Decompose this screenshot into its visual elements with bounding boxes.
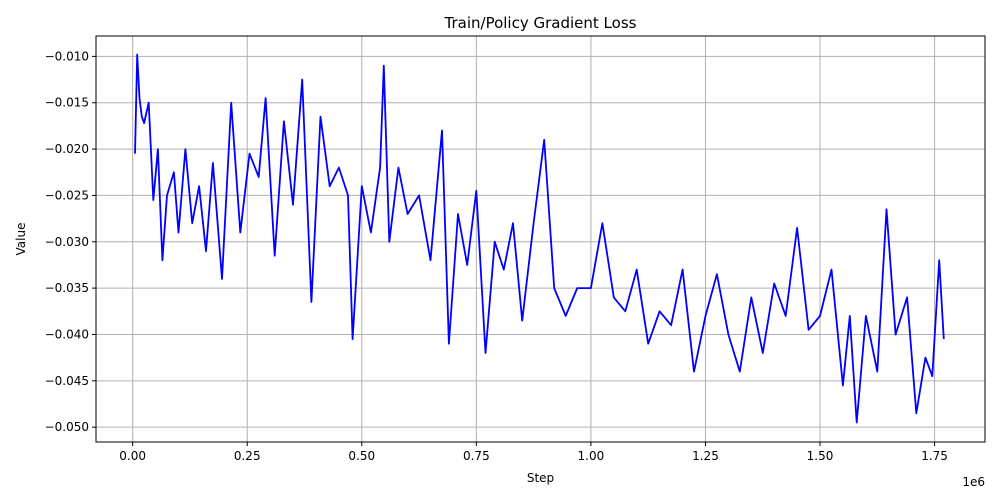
y-axis-label: Value bbox=[14, 223, 28, 256]
x-tick-label: 1.00 bbox=[578, 449, 605, 463]
y-tick-label: −0.010 bbox=[45, 49, 89, 63]
chart-title: Train/Policy Gradient Loss bbox=[444, 14, 637, 32]
y-tick-label: −0.045 bbox=[45, 374, 89, 388]
x-tick-label: 1.50 bbox=[807, 449, 834, 463]
x-tick-label: 1.25 bbox=[692, 449, 719, 463]
axis-ticks: 0.00 0.25 0.50 0.75 1.00 1.25 1.50 1.75 −0.050 −0… bbox=[45, 49, 948, 463]
x-axis-label: Step bbox=[527, 471, 554, 485]
y-tick-label: −0.025 bbox=[45, 188, 89, 202]
y-tick-label: −0.020 bbox=[45, 142, 89, 156]
x-axis-offset-label: 1e6 bbox=[962, 475, 985, 489]
y-tick-label: −0.035 bbox=[45, 281, 89, 295]
data-series bbox=[134, 53, 945, 424]
y-tick-label: −0.015 bbox=[45, 96, 89, 110]
grid-lines bbox=[96, 36, 985, 442]
y-tick-label: −0.040 bbox=[45, 327, 89, 341]
x-tick-label: 1.75 bbox=[921, 449, 948, 463]
series-line bbox=[134, 53, 945, 424]
y-tick-label: −0.050 bbox=[45, 420, 89, 434]
x-tick-label: 0.00 bbox=[119, 449, 146, 463]
x-tick-label: 0.25 bbox=[234, 449, 261, 463]
x-tick-label: 0.75 bbox=[463, 449, 490, 463]
plot-frame bbox=[95, 35, 986, 443]
x-tick-label: 0.50 bbox=[348, 449, 375, 463]
y-tick-label: −0.030 bbox=[45, 235, 89, 249]
